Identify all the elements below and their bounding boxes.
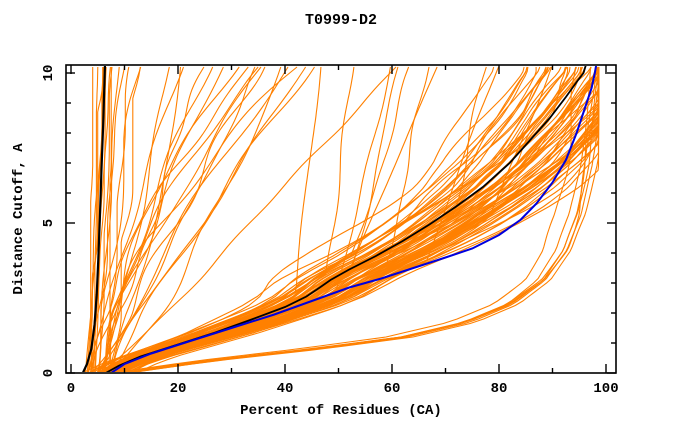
orange-model-curve bbox=[109, 66, 566, 372]
plot-frame bbox=[65, 64, 617, 374]
x-tick-label: 0 bbox=[67, 381, 75, 397]
x-tick-label: 60 bbox=[384, 381, 401, 397]
y-tick-label: 5 bbox=[41, 219, 57, 227]
x-tick-label: 80 bbox=[491, 381, 508, 397]
orange-model-curve bbox=[118, 66, 430, 372]
orange-model-curve bbox=[120, 67, 600, 372]
orange-model-curve bbox=[126, 67, 600, 372]
orange-model-curve bbox=[106, 66, 551, 372]
orange-model-curve bbox=[97, 66, 322, 372]
orange-model-curve bbox=[120, 67, 600, 372]
orange-model-curve bbox=[108, 66, 141, 372]
orange-model-curve bbox=[103, 66, 259, 372]
x-tick-label: 100 bbox=[593, 381, 618, 397]
x-tick-label: 40 bbox=[277, 381, 294, 397]
x-tick-label: 20 bbox=[170, 381, 187, 397]
orange-model-curve bbox=[113, 66, 315, 372]
orange-model-curve bbox=[110, 66, 553, 372]
orange-model-curve bbox=[105, 66, 592, 372]
orange-model-curve bbox=[120, 67, 600, 372]
tick-labels: 0 20 40 60 80 100 0 5 10 bbox=[41, 65, 619, 397]
orange-model-curve bbox=[89, 66, 495, 372]
blue-model-curve bbox=[110, 66, 598, 372]
orange-model-curve bbox=[120, 67, 600, 372]
chart-title: T0999-D2 bbox=[305, 12, 377, 29]
orange-model-curve bbox=[128, 67, 600, 372]
orange-model-curve bbox=[109, 67, 537, 372]
orange-model-curve bbox=[126, 67, 600, 372]
y-tick-label: 10 bbox=[41, 65, 57, 82]
orange-model-curve bbox=[112, 66, 289, 372]
orange-model-curve bbox=[101, 66, 397, 372]
orange-model-curve bbox=[106, 66, 599, 372]
orange-model-curve bbox=[91, 66, 298, 372]
orange-model-curve bbox=[98, 66, 266, 372]
orange-model-curve bbox=[102, 66, 528, 372]
orange-model-curve bbox=[119, 67, 600, 372]
orange-model-curve bbox=[123, 67, 600, 372]
orange-model-curve bbox=[115, 66, 577, 372]
orange-model-curve bbox=[116, 66, 410, 372]
curves-layer bbox=[82, 66, 600, 372]
orange-model-curve bbox=[124, 66, 592, 372]
axis-ticks bbox=[66, 65, 616, 374]
orange-model-curve bbox=[83, 66, 487, 372]
y-tick-label: 0 bbox=[41, 369, 57, 377]
orange-model-curve bbox=[137, 66, 500, 372]
orange-model-curve bbox=[91, 66, 249, 372]
orange-model-curve bbox=[115, 66, 547, 372]
orange-model-curve bbox=[98, 66, 120, 372]
orange-model-curve bbox=[120, 67, 600, 372]
y-axis-label: Distance Cutoff, A bbox=[11, 143, 27, 295]
orange-model-curve bbox=[109, 66, 182, 372]
orange-model-curve bbox=[122, 67, 600, 372]
steep-left-reference-curve bbox=[82, 66, 107, 372]
x-axis-label: Percent of Residues (CA) bbox=[240, 403, 442, 419]
orange-model-curve bbox=[90, 66, 567, 372]
orange-model-curve bbox=[104, 66, 240, 372]
orange-model-curve bbox=[122, 67, 600, 372]
orange-model-curve bbox=[98, 66, 113, 372]
orange-model-curve bbox=[88, 66, 185, 372]
orange-model-curve bbox=[120, 67, 600, 372]
